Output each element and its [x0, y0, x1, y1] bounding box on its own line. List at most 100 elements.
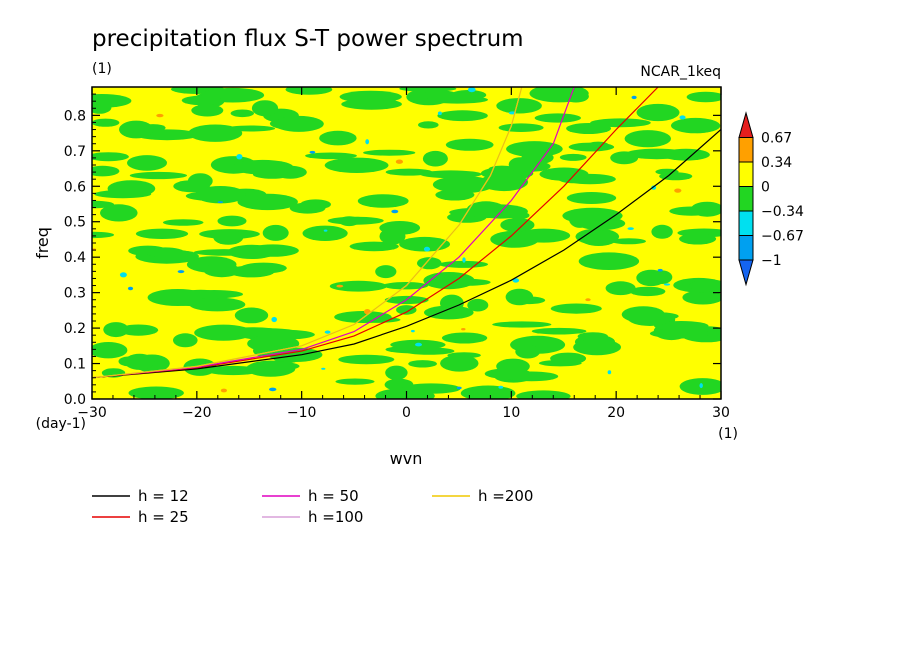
heatmap-cell [258, 361, 300, 371]
heatmap-spot [217, 201, 223, 204]
heatmap-cell [346, 216, 370, 224]
heatmap-spot [119, 272, 127, 278]
heatmap-cell [302, 225, 348, 241]
legend-label-2: h = 50 [308, 487, 359, 505]
heatmap-cell [92, 231, 115, 239]
heatmap-cell [162, 219, 204, 226]
heatmap-cell [440, 355, 479, 372]
y-tick-label: 0.0 [64, 392, 86, 408]
x-axis: −30 −20 −10 0 10 20 30 [77, 87, 730, 421]
x-axis-unit: (1) [718, 426, 738, 442]
dispersion-curves [92, 87, 721, 379]
heatmap-cell [305, 152, 357, 160]
heatmap-cell [424, 305, 474, 320]
heatmap-spot [423, 246, 431, 252]
heatmap-cell [621, 306, 665, 323]
y-tick-label: 0.2 [64, 321, 86, 337]
heatmap-spot [631, 95, 637, 100]
heatmap-spot [395, 159, 403, 164]
heatmap-cell [578, 252, 640, 270]
heatmap-spot [415, 342, 422, 347]
heatmap-cell [268, 347, 323, 362]
heatmap-spot [607, 370, 612, 375]
heatmap-spot [657, 268, 663, 272]
heatmap-cell [185, 290, 243, 299]
heatmap-cell [399, 236, 450, 252]
colorbar-label: 0.34 [761, 155, 792, 171]
x-tick-label: −30 [77, 405, 107, 421]
x-tick-label: 0 [402, 405, 411, 421]
colorbar-box [738, 137, 754, 163]
heatmap-cell [441, 332, 488, 344]
heatmap-cell [629, 286, 666, 297]
x-tick-label: 30 [712, 405, 730, 421]
y-tick-label: 0.8 [64, 108, 86, 124]
heatmap-cell [273, 165, 307, 179]
heatmap-cell [92, 165, 120, 177]
heatmap-cell [94, 190, 152, 199]
heatmap-cell [274, 115, 324, 132]
heatmap-spot [236, 154, 243, 160]
heatmap-cell [496, 98, 542, 114]
heatmap-cell [432, 176, 494, 194]
heatmap-spot [411, 329, 415, 333]
heatmap-cell [437, 110, 488, 122]
y-tick-label: 0.5 [64, 215, 86, 231]
heatmap-cell [559, 153, 587, 161]
heatmap-field [92, 87, 721, 399]
heatmap-cell [124, 353, 155, 370]
heatmap-cell [654, 321, 709, 331]
heatmap-cell [550, 303, 602, 314]
heatmap-cell [335, 378, 375, 385]
heatmap-cell [515, 344, 541, 359]
heatmap-cell [181, 95, 222, 106]
x-tick-label: −20 [182, 405, 212, 421]
heatmap-cell [538, 360, 582, 367]
heatmap-cell [566, 192, 617, 204]
heatmap-cell [217, 215, 247, 227]
heatmap-cell [118, 324, 159, 336]
heatmap-cell [586, 141, 610, 151]
heatmap-cell [319, 130, 357, 146]
heatmap-spot [585, 298, 591, 302]
heatmap-cell [573, 339, 621, 356]
heatmap-cell [285, 87, 333, 95]
heatmap-spot [651, 185, 657, 190]
heatmap-cell [338, 354, 395, 365]
series-line-1 [92, 87, 659, 379]
heatmap-cell [649, 328, 711, 339]
heatmap-cell [92, 152, 129, 162]
heatmap-spot [177, 270, 185, 274]
heatmap-cell [363, 149, 416, 156]
heatmap-cell [251, 100, 279, 117]
heatmap-spot [461, 328, 466, 331]
heatmap-cell [127, 155, 167, 171]
colorbar-label: 0.67 [761, 131, 792, 147]
x-tick-label: 10 [502, 405, 520, 421]
heatmap-cell [659, 172, 693, 181]
heatmap-spot [365, 139, 370, 145]
heatmap-cell [418, 121, 439, 129]
y-axis-unit: (day-1) [36, 416, 86, 432]
y-tick-label: 0.3 [64, 286, 86, 302]
heatmap-cell [349, 241, 399, 252]
heatmap-cell [188, 124, 243, 142]
y-tick-label: 0.7 [64, 144, 86, 160]
heatmap-cell [230, 109, 254, 118]
heatmap-cell [686, 91, 721, 103]
heatmap-cell [492, 321, 552, 328]
heatmap-cell [262, 224, 289, 241]
heatmap-spot [699, 383, 703, 389]
colorbar-box [738, 210, 754, 236]
heatmap-cell [396, 305, 417, 315]
heatmap-cell [119, 120, 154, 139]
heatmap-cell [534, 113, 581, 123]
heatmap-cell [213, 229, 244, 245]
heatmap-spot [271, 316, 278, 323]
y-axis: 0.0 0.1 0.2 0.3 0.4 0.5 0.6 0.7 0.8 [64, 93, 721, 408]
heatmap-cell [146, 247, 185, 258]
y-axis-label: freq [33, 227, 52, 259]
series-line-2 [92, 87, 575, 379]
colorbar-box [738, 235, 754, 261]
heatmap-spot [627, 227, 634, 231]
